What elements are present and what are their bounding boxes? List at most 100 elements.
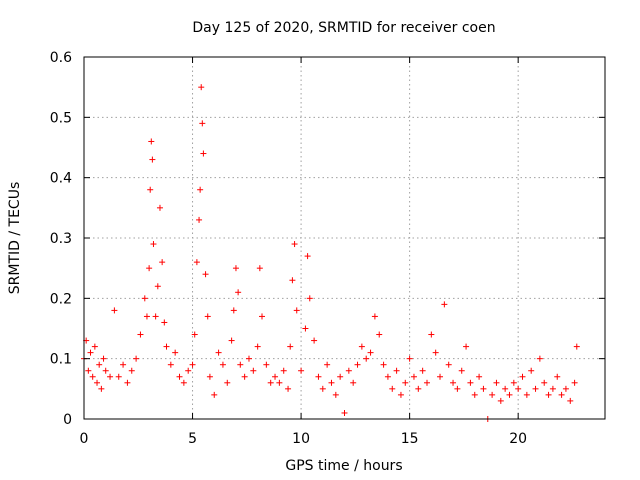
data-point <box>197 186 204 193</box>
data-point <box>367 349 374 356</box>
data-point <box>389 385 396 392</box>
y-tick-label: 0 <box>63 412 72 428</box>
y-tick-label: 0.6 <box>50 50 72 66</box>
data-point <box>423 379 430 386</box>
data-point <box>298 367 305 374</box>
data-point <box>306 295 313 302</box>
data-point <box>441 301 448 308</box>
data-point <box>172 349 179 356</box>
data-point <box>510 379 517 386</box>
data-point <box>571 379 578 386</box>
y-axis-label: SRMTID / TECUs <box>7 182 23 295</box>
data-point <box>198 84 205 91</box>
data-point <box>567 397 574 404</box>
data-point <box>91 343 98 350</box>
data-point <box>458 367 465 374</box>
data-point <box>215 349 222 356</box>
data-point <box>250 367 257 374</box>
data-point <box>315 373 322 380</box>
data-point <box>545 391 552 398</box>
data-point <box>350 379 357 386</box>
grid-lines <box>84 57 605 419</box>
data-point <box>120 361 127 368</box>
data-point <box>506 391 513 398</box>
data-points <box>81 84 580 422</box>
data-point <box>406 355 413 362</box>
data-point <box>137 331 144 338</box>
data-point <box>573 343 580 350</box>
data-point <box>228 337 235 344</box>
data-point <box>515 385 522 392</box>
data-point <box>256 265 263 272</box>
y-tick-label: 0.1 <box>50 352 72 368</box>
data-point <box>285 385 292 392</box>
chart-title: Day 125 of 2020, SRMTID for receiver coe… <box>192 20 495 36</box>
data-point <box>219 361 226 368</box>
data-point <box>293 307 300 314</box>
data-point <box>311 337 318 344</box>
data-point <box>463 343 470 350</box>
data-point <box>147 186 154 193</box>
x-tick-label: 5 <box>188 431 197 447</box>
data-point <box>230 307 237 314</box>
data-point <box>304 253 311 260</box>
plot-frame <box>83 56 606 420</box>
x-tick-label: 0 <box>80 431 89 447</box>
data-point <box>276 379 283 386</box>
data-point <box>497 397 504 404</box>
data-point <box>480 385 487 392</box>
data-point <box>102 367 109 374</box>
data-point <box>519 373 526 380</box>
data-point <box>87 349 94 356</box>
data-point <box>562 385 569 392</box>
y-tick-label: 0.4 <box>50 171 72 187</box>
x-tick-label: 10 <box>292 431 310 447</box>
data-point <box>291 241 298 248</box>
data-point <box>493 379 500 386</box>
data-point <box>152 313 159 320</box>
data-point <box>128 367 135 374</box>
data-point <box>159 259 166 266</box>
data-point <box>532 385 539 392</box>
data-point <box>224 379 231 386</box>
data-point <box>115 373 122 380</box>
data-point <box>98 385 105 392</box>
data-point <box>149 156 156 163</box>
data-point <box>536 355 543 362</box>
axis-ticks: 0 0.1 0.2 0.3 0.4 0.5 0.6 0 5 10 15 20 <box>50 50 605 447</box>
data-point <box>415 385 422 392</box>
data-point <box>341 409 348 416</box>
data-point <box>124 379 131 386</box>
data-point <box>96 361 103 368</box>
data-point <box>280 367 287 374</box>
x-axis-label: GPS time / hours <box>285 458 402 474</box>
data-point <box>437 373 444 380</box>
data-point <box>148 138 155 145</box>
data-point <box>193 259 200 266</box>
data-point <box>332 391 339 398</box>
data-point <box>384 373 391 380</box>
data-point <box>376 331 383 338</box>
data-point <box>245 355 252 362</box>
data-point <box>402 379 409 386</box>
data-point <box>154 283 161 290</box>
data-point <box>267 379 274 386</box>
data-point <box>211 391 218 398</box>
data-point <box>107 373 114 380</box>
data-point <box>345 367 352 374</box>
y-tick-label: 0.3 <box>50 231 72 247</box>
data-point <box>393 367 400 374</box>
data-point <box>263 361 270 368</box>
data-point <box>471 391 478 398</box>
data-point <box>232 265 239 272</box>
data-point <box>199 120 206 127</box>
data-point <box>371 313 378 320</box>
data-point <box>241 373 248 380</box>
data-point <box>94 379 101 386</box>
data-point <box>180 379 187 386</box>
data-point <box>289 277 296 284</box>
data-point <box>319 385 326 392</box>
data-point <box>143 313 150 320</box>
data-point <box>428 331 435 338</box>
